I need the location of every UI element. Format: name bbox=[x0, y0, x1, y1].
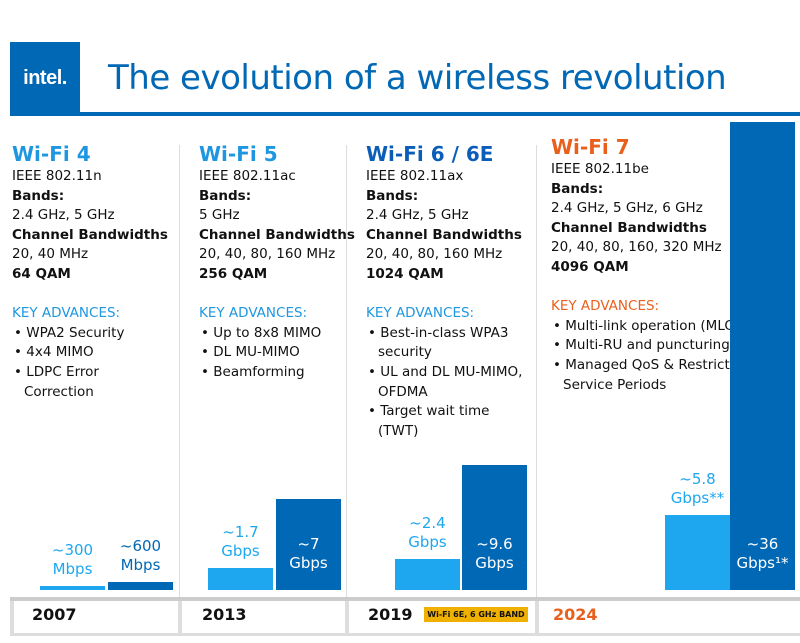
page-title: The evolution of a wireless revolution bbox=[108, 58, 727, 98]
bandwidths: 20, 40, 80, 160 MHz bbox=[199, 246, 336, 263]
column-wi-fi-7: Wi-Fi 7 IEEE 802.11be Bands: 2.4 GHz, 5 … bbox=[551, 134, 781, 395]
advance-item: Target wait time (TWT) bbox=[366, 402, 526, 441]
speed-label: ~300 Mbps bbox=[51, 541, 94, 578]
bandwidth-label: Channel Bandwidths bbox=[551, 219, 707, 236]
column-wi-fi-6-6e: Wi-Fi 6 / 6E IEEE 802.11ax Bands: 2.4 GH… bbox=[366, 141, 526, 441]
header-rule bbox=[10, 112, 800, 116]
max-speed-bar-2024 bbox=[730, 122, 795, 590]
timeline-separator bbox=[345, 601, 349, 635]
wifi6e-badge: Wi-Fi 6E, 6 GHz BAND bbox=[424, 607, 528, 622]
bandwidth-label: Channel Bandwidths bbox=[12, 226, 168, 243]
generation-title: Wi-Fi 5 bbox=[199, 142, 278, 166]
speed-label: ~2.4 Gbps bbox=[408, 514, 447, 551]
speed-label: ~9.6 Gbps bbox=[475, 535, 514, 572]
column-divider bbox=[179, 145, 180, 600]
typical-speed-bar-2013 bbox=[208, 568, 273, 590]
bands-label: Bands: bbox=[199, 187, 252, 204]
standard: IEEE 802.11n bbox=[12, 168, 102, 184]
key-advances-label: KEY ADVANCES: bbox=[12, 305, 121, 322]
advance-item: Beamforming bbox=[199, 363, 359, 383]
speed-label: ~36 Gbps¹* bbox=[736, 535, 789, 572]
advances-list: Up to 8x8 MIMODL MU-MIMOBeamforming bbox=[199, 324, 359, 383]
advance-item: Multi-RU and puncturing bbox=[551, 336, 781, 356]
advances-list: WPA2 Security4x4 MIMOLDPC Error Correcti… bbox=[12, 324, 172, 402]
bands-label: Bands: bbox=[551, 180, 604, 197]
advance-item: Best-in-class WPA3 security bbox=[366, 324, 526, 363]
year-2024: 2024 bbox=[553, 605, 598, 624]
bands: 5 GHz bbox=[199, 207, 240, 224]
max-speed-bar-2019 bbox=[462, 465, 527, 590]
column-wi-fi-4: Wi-Fi 4 IEEE 802.11n Bands: 2.4 GHz, 5 G… bbox=[12, 141, 172, 402]
generation-title: Wi-Fi 6 / 6E bbox=[366, 142, 494, 166]
advance-item: Managed QoS & Restricted Service Periods bbox=[551, 356, 781, 395]
timeline-bottom bbox=[10, 633, 800, 636]
bands-label: Bands: bbox=[12, 187, 65, 204]
column-wi-fi-5: Wi-Fi 5 IEEE 802.11ac Bands: 5 GHz Chann… bbox=[199, 141, 359, 383]
advance-item: Up to 8x8 MIMO bbox=[199, 324, 359, 344]
qam: 4096 QAM bbox=[551, 258, 629, 275]
advance-item: DL MU-MIMO bbox=[199, 343, 359, 363]
speed-label: ~7 Gbps bbox=[289, 535, 328, 572]
bandwidths: 20, 40, 80, 160, 320 MHz bbox=[551, 239, 722, 256]
advances-list: Multi-link operation (MLO)Multi-RU and p… bbox=[551, 317, 781, 395]
qam: 64 QAM bbox=[12, 265, 71, 282]
timeline-separator bbox=[178, 601, 182, 635]
key-advances-label: KEY ADVANCES: bbox=[551, 298, 660, 315]
year-2007: 2007 bbox=[32, 605, 77, 624]
intel-logo: intel. bbox=[10, 42, 80, 114]
bandwidth-label: Channel Bandwidths bbox=[199, 226, 355, 243]
advance-item: Multi-link operation (MLO) bbox=[551, 317, 781, 337]
timeline-rule bbox=[10, 597, 800, 601]
qam: 1024 QAM bbox=[366, 265, 444, 282]
speed-label: ~1.7 Gbps bbox=[221, 523, 260, 560]
bandwidth-label: Channel Bandwidths bbox=[366, 226, 522, 243]
timeline-separator bbox=[535, 601, 539, 635]
typical-speed-bar-2007 bbox=[40, 586, 105, 590]
column-divider bbox=[536, 145, 537, 600]
standard: IEEE 802.11ac bbox=[199, 168, 296, 184]
standard: IEEE 802.11ax bbox=[366, 168, 464, 184]
speed-label: ~5.8 Gbps** bbox=[670, 470, 725, 507]
year-2013: 2013 bbox=[202, 605, 247, 624]
qam: 256 QAM bbox=[199, 265, 268, 282]
bands: 2.4 GHz, 5 GHz, 6 GHz bbox=[551, 200, 703, 217]
speed-label: ~600 Mbps bbox=[119, 537, 162, 574]
advance-item: LDPC Error Correction bbox=[12, 363, 172, 402]
typical-speed-bar-2024 bbox=[665, 515, 730, 590]
standard: IEEE 802.11be bbox=[551, 161, 649, 177]
advances-list: Best-in-class WPA3 securityUL and DL MU-… bbox=[366, 324, 526, 442]
generation-title: Wi-Fi 4 bbox=[12, 142, 91, 166]
advance-item: WPA2 Security bbox=[12, 324, 172, 344]
generation-title: Wi-Fi 7 bbox=[551, 135, 630, 159]
year-2019: 2019 bbox=[368, 605, 413, 624]
bands-label: Bands: bbox=[366, 187, 419, 204]
bands: 2.4 GHz, 5 GHz bbox=[12, 207, 115, 224]
advance-item: UL and DL MU-MIMO, OFDMA bbox=[366, 363, 526, 402]
advance-item: 4x4 MIMO bbox=[12, 343, 172, 363]
key-advances-label: KEY ADVANCES: bbox=[366, 305, 475, 322]
timeline-separator bbox=[10, 601, 14, 635]
key-advances-label: KEY ADVANCES: bbox=[199, 305, 308, 322]
bands: 2.4 GHz, 5 GHz bbox=[366, 207, 469, 224]
max-speed-bar-2007 bbox=[108, 582, 173, 590]
typical-speed-bar-2019 bbox=[395, 559, 460, 590]
max-speed-bar-2013 bbox=[276, 499, 341, 590]
bandwidths: 20, 40, 80, 160 MHz bbox=[366, 246, 503, 263]
bandwidths: 20, 40 MHz bbox=[12, 246, 89, 263]
